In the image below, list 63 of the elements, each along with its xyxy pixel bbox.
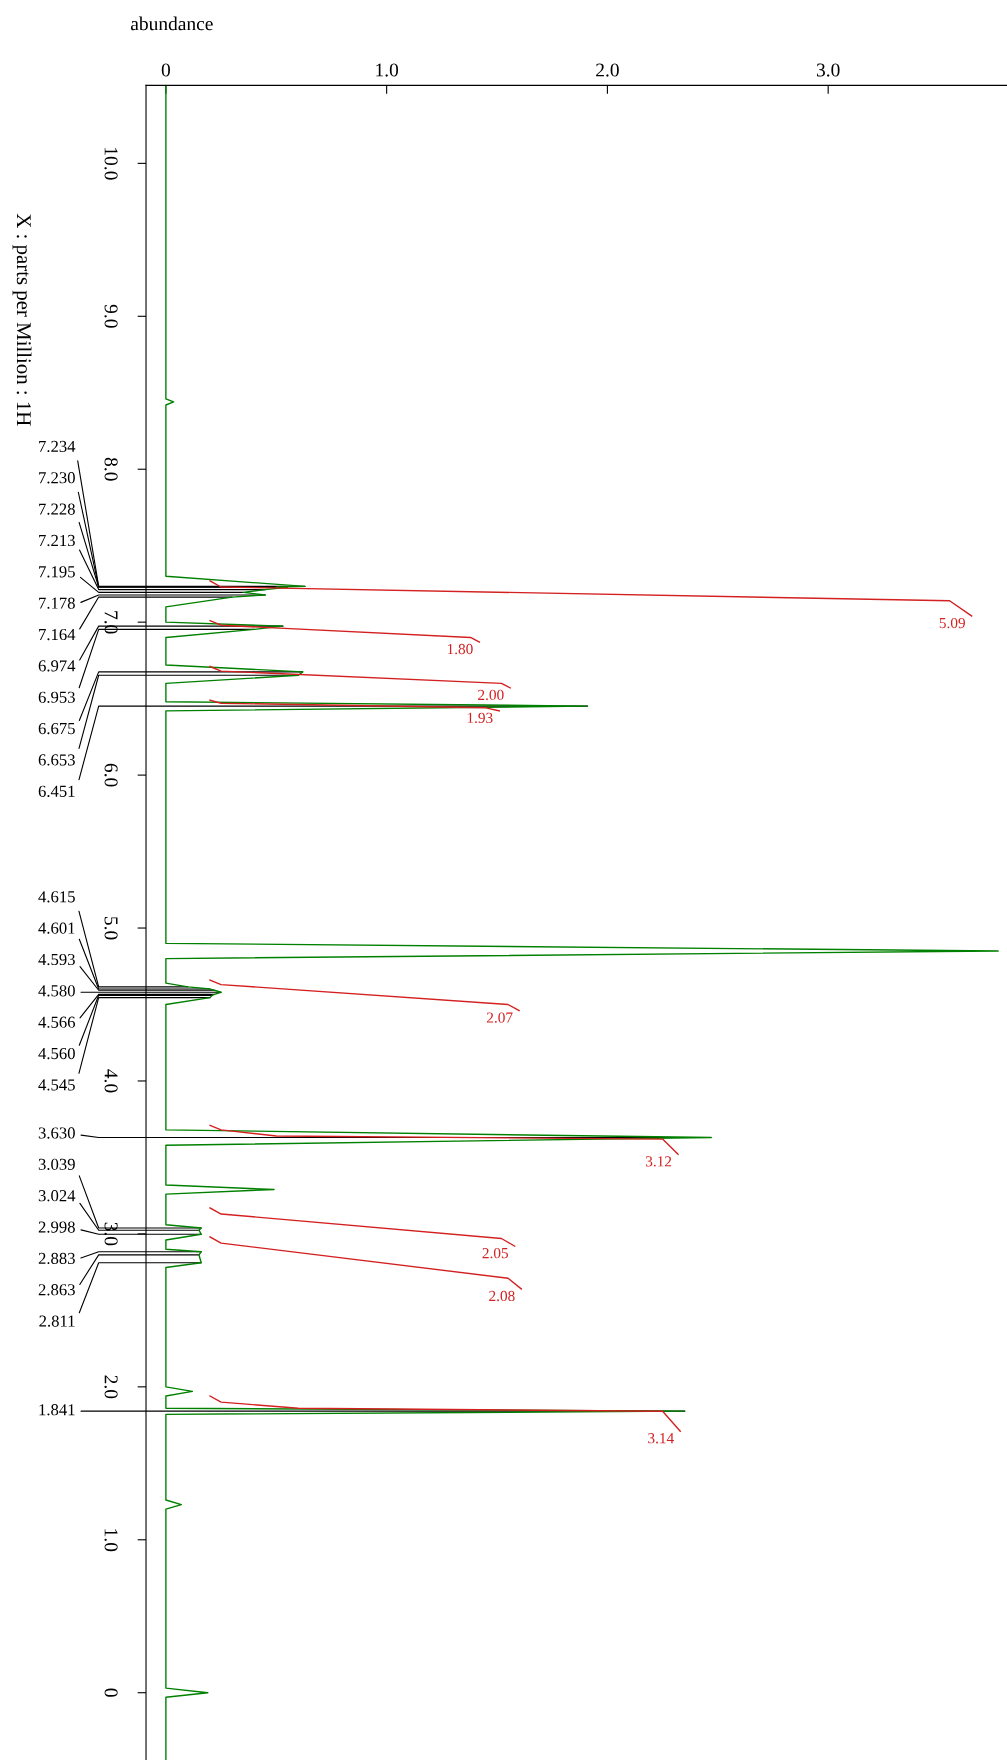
line-series: [209, 580, 973, 617]
annotation: 2.07: [486, 1012, 513, 1023]
line-series: [209, 1207, 516, 1247]
annotation: 4.560: [38, 1047, 75, 1060]
x-tick-label: 3.0: [816, 63, 840, 77]
annotation: 1.93: [467, 712, 493, 724]
annotation: 4.615: [38, 891, 75, 903]
line-series: [209, 665, 511, 689]
annotation: 2.08: [489, 1290, 515, 1302]
line-series: [209, 1395, 681, 1432]
y-tick-label: 6.0: [104, 763, 118, 787]
annotation: 2.05: [482, 1247, 509, 1259]
annotation: 7.213: [39, 534, 75, 547]
annotation: 4.580: [38, 985, 75, 997]
annotation: 7.230: [39, 472, 75, 484]
x-tick-label: 0: [161, 63, 170, 77]
annotation: 7.164: [39, 628, 76, 641]
annotation: 4.593: [38, 953, 75, 966]
y-tick-label: 2.0: [104, 1375, 118, 1399]
y-tick-label: 3.0: [104, 1222, 118, 1246]
x-tick-label: 1.0: [376, 63, 399, 77]
annotation: 3.14: [648, 1433, 674, 1444]
annotation: 7.228: [39, 503, 75, 515]
annotation: 4.601: [38, 922, 75, 934]
annotation: 1.841: [39, 1404, 75, 1416]
y-axis-title: X : parts per Million : 1H: [12, 213, 32, 426]
annotation: 3.630: [38, 1127, 75, 1139]
annotation: 3.039: [38, 1158, 75, 1171]
x-tick-label: 2.0: [596, 63, 619, 77]
annotation: 2.811: [39, 1315, 75, 1327]
annotation: 4.545: [38, 1079, 75, 1091]
y-tick-label: 10.0: [104, 148, 118, 180]
annotation: 7.178: [39, 597, 75, 609]
annotation: 4.566: [38, 1016, 76, 1028]
annotation: 7.195: [39, 566, 75, 578]
y-tick-label: 0: [104, 1688, 118, 1697]
line-series: [209, 979, 520, 1012]
annotation: 5.09: [939, 617, 965, 629]
y-tick-label: 8.0: [104, 457, 118, 481]
line-series: [209, 699, 500, 712]
annotation: 1.80: [447, 643, 473, 655]
y-tick-label: 7.0: [104, 611, 118, 634]
annotation: 6.953: [38, 691, 75, 703]
x-axis-title: abundance: [130, 16, 213, 31]
y-tick-label: 5.0: [104, 917, 118, 940]
annotation: 2.863: [38, 1284, 75, 1296]
annotation: 2.00: [478, 689, 504, 701]
annotation: 6.451: [38, 785, 75, 797]
annotation: 3.024: [38, 1190, 76, 1202]
annotation: 7.234: [39, 440, 76, 453]
y-tick-label: 1.0: [104, 1529, 118, 1552]
annotation: 2.998: [38, 1221, 75, 1233]
annotation: 6.974: [38, 660, 76, 672]
annotation: 3.12: [645, 1156, 672, 1167]
annotation: 2.883: [38, 1252, 75, 1265]
y-tick-label: 4.0: [104, 1069, 118, 1093]
line-series: [209, 1236, 523, 1290]
annotation: 6.675: [38, 722, 75, 735]
annotation: 6.653: [38, 754, 75, 766]
line-series: [165, 85, 999, 1760]
y-tick-label: 9.0: [104, 304, 118, 328]
line-series: [209, 619, 481, 643]
line-series: [209, 1124, 679, 1156]
